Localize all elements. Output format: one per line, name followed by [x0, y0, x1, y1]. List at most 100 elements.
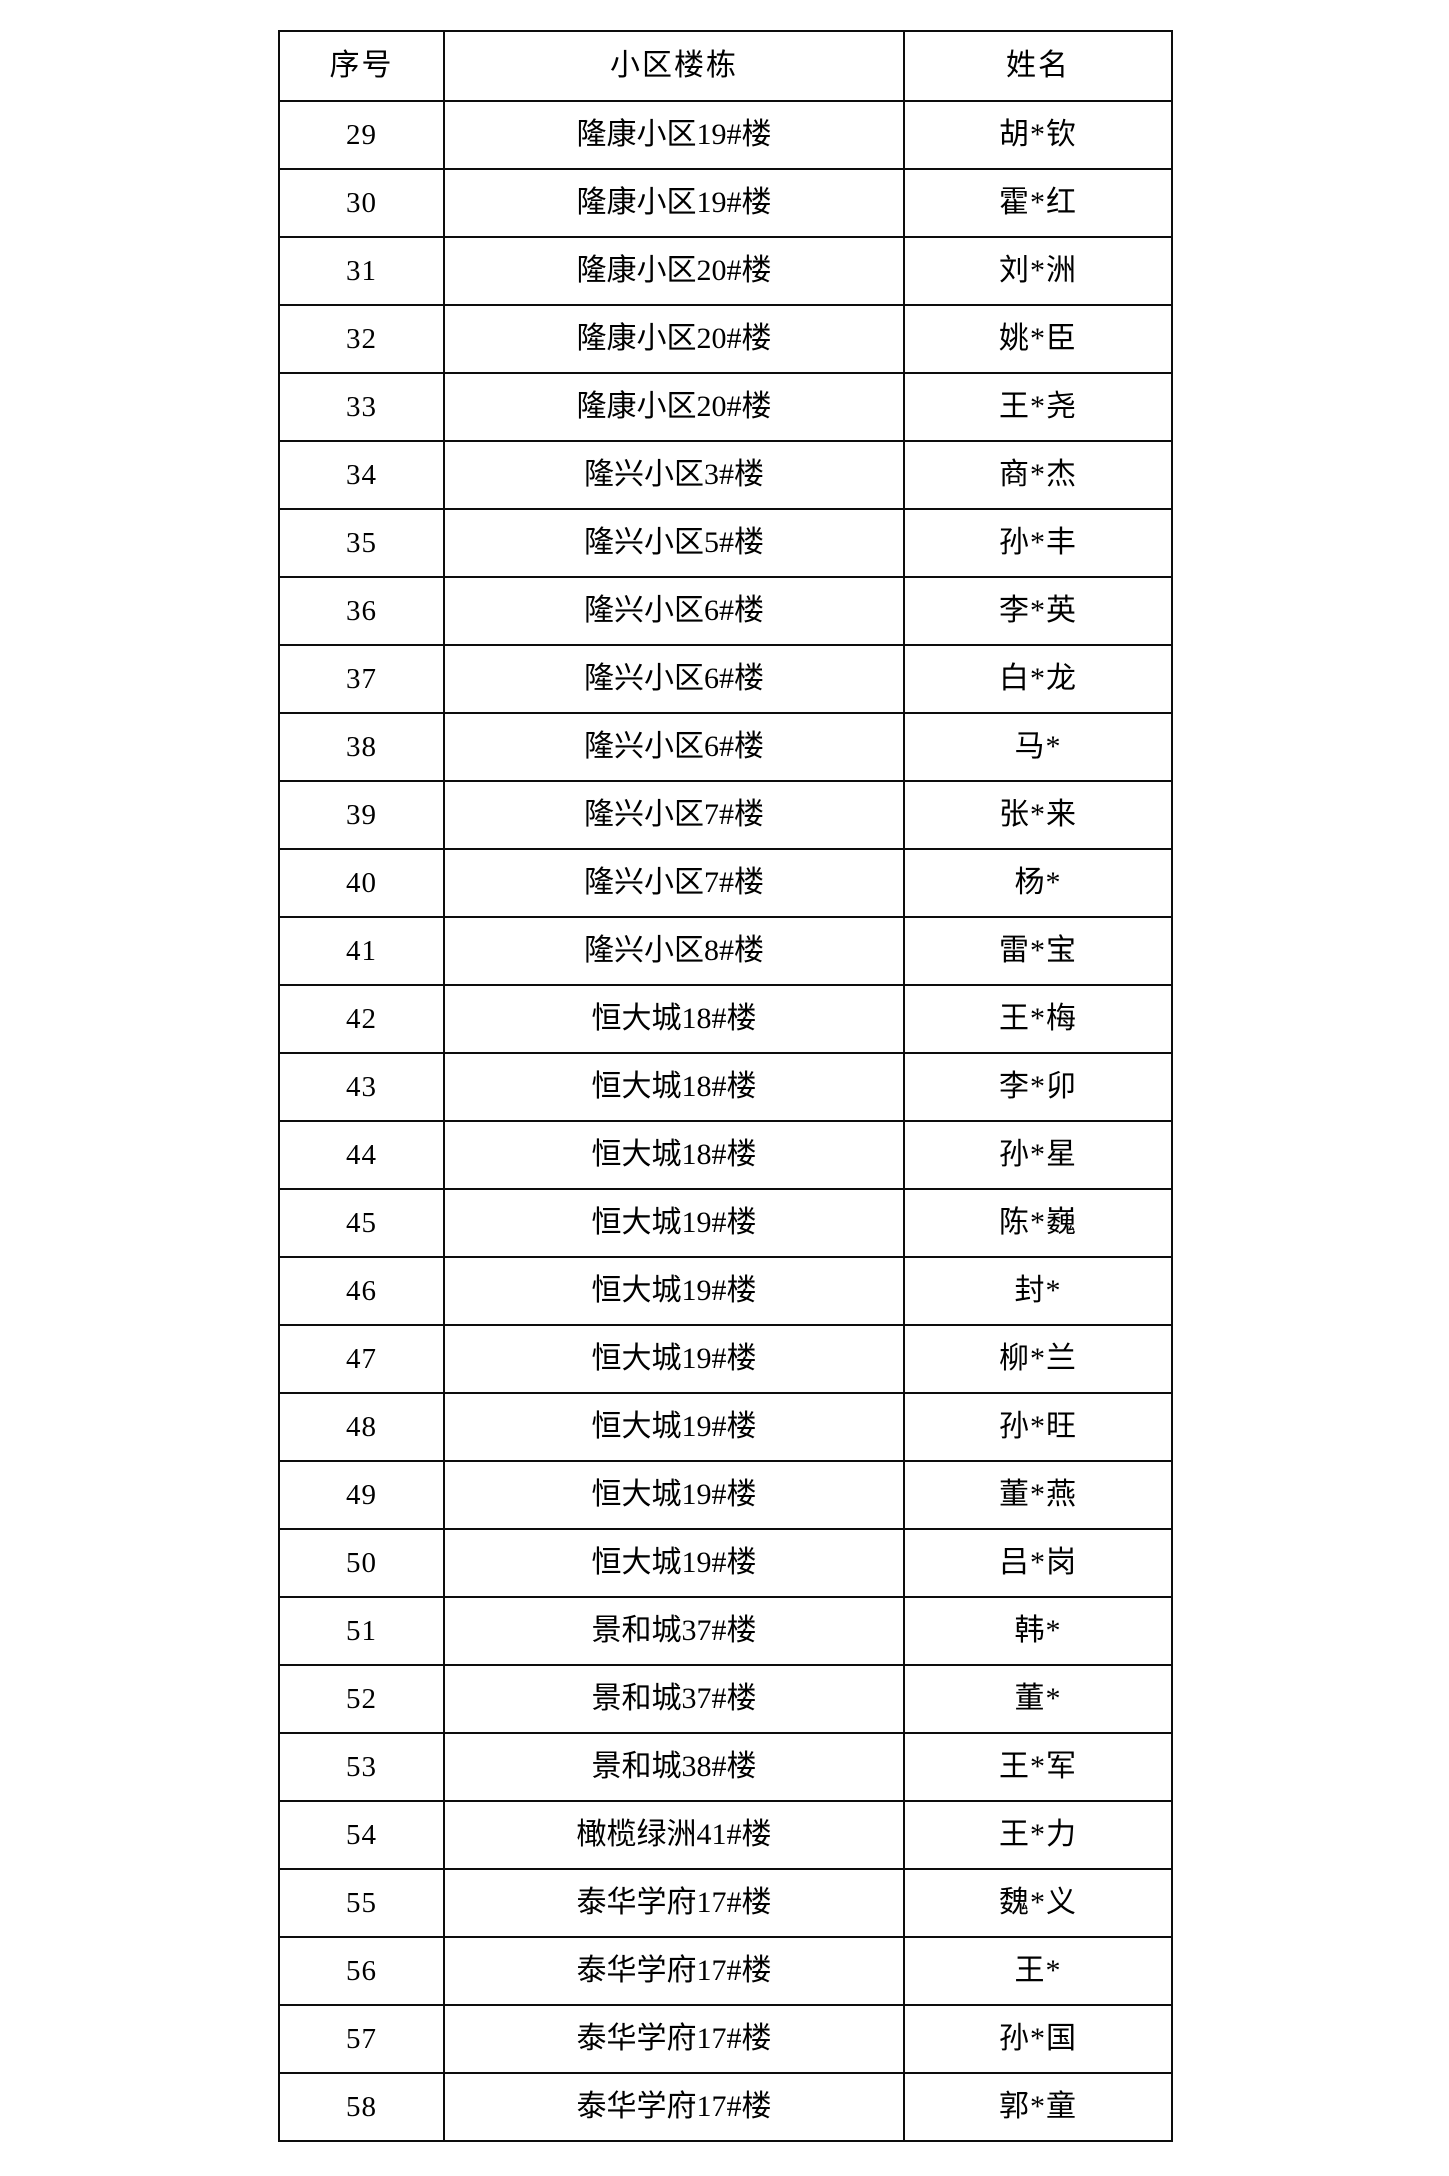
cell-index: 58 [278, 2072, 445, 2142]
table-row: 55 泰华学府17#楼 魏*义 [278, 1868, 1173, 1938]
cell-name: 杨* [903, 848, 1173, 918]
cell-building: 恒大城18#楼 [443, 984, 905, 1054]
cell-building: 景和城38#楼 [443, 1732, 905, 1802]
table-header: 序号 小区楼栋 姓名 [278, 30, 1173, 102]
cell-building: 隆兴小区5#楼 [443, 508, 905, 578]
table-row: 47 恒大城19#楼 柳*兰 [278, 1324, 1173, 1394]
table-row: 52 景和城37#楼 董* [278, 1664, 1173, 1734]
table-header-row: 序号 小区楼栋 姓名 [278, 30, 1173, 102]
table-body: 29 隆康小区19#楼 胡*钦 30 隆康小区19#楼 霍*红 31 隆康小区20#楼 刘*洲 3… [278, 100, 1173, 2142]
cell-building: 恒大城19#楼 [443, 1460, 905, 1530]
cell-name: 董*燕 [903, 1460, 1173, 1530]
cell-name: 孙*星 [903, 1120, 1173, 1190]
cell-name: 雷*宝 [903, 916, 1173, 986]
cell-building: 橄榄绿洲41#楼 [443, 1800, 905, 1870]
cell-name: 王*力 [903, 1800, 1173, 1870]
table-row: 40 隆兴小区7#楼 杨* [278, 848, 1173, 918]
cell-name: 马* [903, 712, 1173, 782]
cell-name: 董* [903, 1664, 1173, 1734]
cell-building: 景和城37#楼 [443, 1596, 905, 1666]
table-row: 50 恒大城19#楼 吕*岗 [278, 1528, 1173, 1598]
cell-name: 郭*童 [903, 2072, 1173, 2142]
cell-index: 49 [278, 1460, 445, 1530]
column-header-index: 序号 [278, 30, 445, 102]
table-row: 56 泰华学府17#楼 王* [278, 1936, 1173, 2006]
table-row: 30 隆康小区19#楼 霍*红 [278, 168, 1173, 238]
table-row: 54 橄榄绿洲41#楼 王*力 [278, 1800, 1173, 1870]
table-row: 31 隆康小区20#楼 刘*洲 [278, 236, 1173, 306]
cell-index: 51 [278, 1596, 445, 1666]
cell-name: 柳*兰 [903, 1324, 1173, 1394]
cell-name: 刘*洲 [903, 236, 1173, 306]
cell-index: 37 [278, 644, 445, 714]
cell-building: 恒大城19#楼 [443, 1324, 905, 1394]
table-row: 44 恒大城18#楼 孙*星 [278, 1120, 1173, 1190]
cell-building: 恒大城19#楼 [443, 1392, 905, 1462]
cell-building: 隆兴小区6#楼 [443, 712, 905, 782]
cell-building: 隆兴小区3#楼 [443, 440, 905, 510]
table-row: 33 隆康小区20#楼 王*尧 [278, 372, 1173, 442]
cell-index: 53 [278, 1732, 445, 1802]
cell-index: 41 [278, 916, 445, 986]
cell-building: 隆康小区20#楼 [443, 236, 905, 306]
cell-index: 31 [278, 236, 445, 306]
cell-index: 42 [278, 984, 445, 1054]
table-row: 46 恒大城19#楼 封* [278, 1256, 1173, 1326]
cell-building: 景和城37#楼 [443, 1664, 905, 1734]
table-row: 38 隆兴小区6#楼 马* [278, 712, 1173, 782]
cell-building: 恒大城18#楼 [443, 1120, 905, 1190]
column-header-name: 姓名 [903, 30, 1173, 102]
cell-name: 王*尧 [903, 372, 1173, 442]
table-row: 37 隆兴小区6#楼 白*龙 [278, 644, 1173, 714]
cell-index: 44 [278, 1120, 445, 1190]
table-row: 32 隆康小区20#楼 姚*臣 [278, 304, 1173, 374]
cell-name: 孙*国 [903, 2004, 1173, 2074]
cell-index: 30 [278, 168, 445, 238]
cell-index: 40 [278, 848, 445, 918]
table-row: 43 恒大城18#楼 李*卯 [278, 1052, 1173, 1122]
table-row: 36 隆兴小区6#楼 李*英 [278, 576, 1173, 646]
table-row: 45 恒大城19#楼 陈*巍 [278, 1188, 1173, 1258]
cell-index: 29 [278, 100, 445, 170]
cell-index: 52 [278, 1664, 445, 1734]
table-row: 51 景和城37#楼 韩* [278, 1596, 1173, 1666]
table-row: 29 隆康小区19#楼 胡*钦 [278, 100, 1173, 170]
cell-building: 恒大城18#楼 [443, 1052, 905, 1122]
cell-index: 35 [278, 508, 445, 578]
cell-building: 隆兴小区7#楼 [443, 780, 905, 850]
column-header-building: 小区楼栋 [443, 30, 905, 102]
cell-index: 50 [278, 1528, 445, 1598]
cell-building: 隆兴小区8#楼 [443, 916, 905, 986]
cell-index: 39 [278, 780, 445, 850]
cell-name: 霍*红 [903, 168, 1173, 238]
cell-index: 48 [278, 1392, 445, 1462]
cell-name: 封* [903, 1256, 1173, 1326]
cell-name: 李*英 [903, 576, 1173, 646]
cell-building: 隆康小区20#楼 [443, 372, 905, 442]
roster-table-container: 序号 小区楼栋 姓名 29 隆康小区19#楼 胡*钦 30 隆康小区19#楼 霍*红 31 隆… [278, 30, 1173, 2142]
cell-name: 张*来 [903, 780, 1173, 850]
cell-name: 王*梅 [903, 984, 1173, 1054]
cell-building: 恒大城19#楼 [443, 1188, 905, 1258]
cell-building: 恒大城19#楼 [443, 1256, 905, 1326]
cell-index: 33 [278, 372, 445, 442]
table-row: 39 隆兴小区7#楼 张*来 [278, 780, 1173, 850]
cell-index: 54 [278, 1800, 445, 1870]
cell-name: 王*军 [903, 1732, 1173, 1802]
cell-name: 王* [903, 1936, 1173, 2006]
table-row: 48 恒大城19#楼 孙*旺 [278, 1392, 1173, 1462]
cell-name: 孙*旺 [903, 1392, 1173, 1462]
cell-name: 白*龙 [903, 644, 1173, 714]
roster-table: 序号 小区楼栋 姓名 29 隆康小区19#楼 胡*钦 30 隆康小区19#楼 霍*红 31 隆… [278, 30, 1173, 2142]
table-row: 35 隆兴小区5#楼 孙*丰 [278, 508, 1173, 578]
cell-building: 隆康小区19#楼 [443, 100, 905, 170]
table-row: 57 泰华学府17#楼 孙*国 [278, 2004, 1173, 2074]
cell-building: 泰华学府17#楼 [443, 1936, 905, 2006]
cell-index: 45 [278, 1188, 445, 1258]
cell-index: 55 [278, 1868, 445, 1938]
cell-building: 泰华学府17#楼 [443, 2004, 905, 2074]
table-row: 53 景和城38#楼 王*军 [278, 1732, 1173, 1802]
cell-building: 隆康小区19#楼 [443, 168, 905, 238]
cell-name: 吕*岗 [903, 1528, 1173, 1598]
